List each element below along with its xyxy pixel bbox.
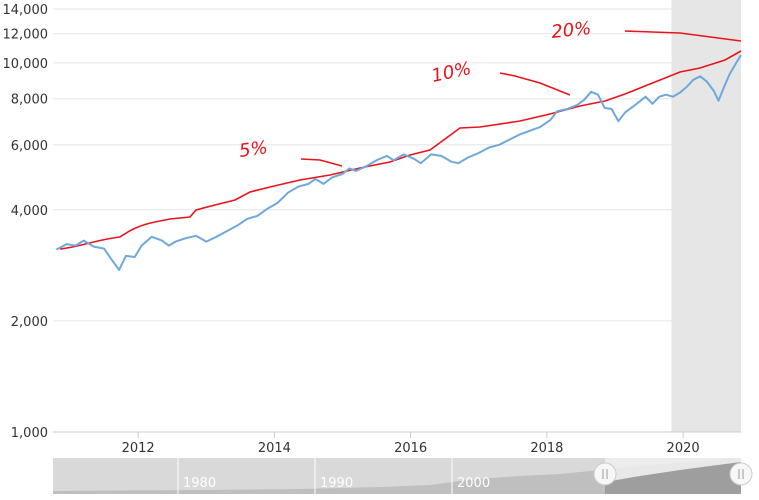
- navigator-label: 2000: [457, 476, 490, 491]
- x-tick-label: 2016: [394, 441, 427, 456]
- x-tick-label: 2020: [667, 441, 700, 456]
- y-tick-label: 6,000: [11, 139, 48, 154]
- trend-line-20pct-stroke: [624, 30, 742, 42]
- x-tick-label: 2014: [258, 441, 291, 456]
- x-tick-label: 2018: [530, 441, 563, 456]
- handle-knob[interactable]: [729, 462, 753, 486]
- shaded-region-layer: [671, 0, 741, 432]
- handle-knob[interactable]: [593, 462, 617, 486]
- y-tick-label: 12,000: [3, 28, 49, 43]
- grid-layer: [53, 8, 741, 433]
- navigator-selected-series: [605, 462, 741, 494]
- navigator-label: 1980: [183, 476, 216, 491]
- x-tick-label: 2012: [122, 441, 155, 456]
- navigator-left-handle[interactable]: [593, 462, 617, 486]
- trend-line-10pct-stroke: [499, 72, 571, 96]
- y-tick-label: 4,000: [11, 204, 48, 219]
- y-tick-label: 1,000: [11, 426, 48, 441]
- series-line: [55, 54, 742, 271]
- annotation-label: 20%: [550, 18, 592, 43]
- annotations: 5%10%20%: [238, 18, 593, 162]
- shaded-region: [671, 0, 741, 432]
- navigator-series: [53, 458, 741, 494]
- y-axis: 1,000 2,000 4,000 6,000 8,000 10,000 12,000 14,…: [3, 3, 49, 441]
- y-tick-label: 10,000: [3, 57, 49, 72]
- annotation-label: 5%: [238, 137, 269, 162]
- trend-line-5pct-stroke: [300, 158, 343, 167]
- series-layer: [55, 54, 742, 271]
- y-tick-label: 8,000: [11, 93, 48, 108]
- x-axis: 2012 2014 2016 2018 2020: [53, 431, 741, 456]
- y-tick-label: 2,000: [11, 315, 48, 330]
- navigator-label: 1990: [320, 476, 353, 491]
- navigator-right-handle[interactable]: [729, 462, 753, 486]
- y-tick-label: 14,000: [3, 3, 49, 18]
- range-navigator[interactable]: 1980 1990 2000: [53, 458, 753, 494]
